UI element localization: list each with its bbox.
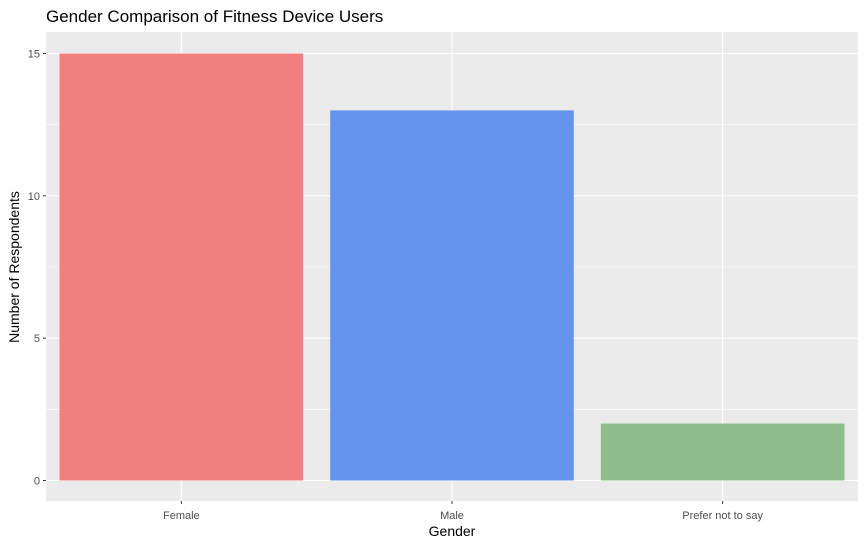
bars-group	[59, 53, 845, 481]
x-tick-label: Female	[163, 510, 200, 522]
y-tick-label: 10	[28, 191, 40, 203]
x-tick-label: Male	[440, 510, 464, 522]
chart-title: Gender Comparison of Fitness Device User…	[46, 7, 383, 26]
bar-prefer-not-to-say	[600, 423, 845, 481]
x-axis: Female Male Prefer not to say	[163, 501, 764, 522]
y-axis: 0 5 10 15	[28, 49, 46, 488]
x-axis-title: Gender	[429, 523, 476, 539]
bar-male	[330, 110, 574, 481]
y-tick-label: 15	[28, 49, 40, 61]
x-tick-label: Prefer not to say	[682, 510, 763, 522]
y-tick-label: 0	[34, 476, 40, 488]
bar-female	[59, 53, 304, 481]
y-tick-label: 5	[34, 333, 40, 345]
y-axis-title: Number of Respondents	[6, 191, 22, 343]
